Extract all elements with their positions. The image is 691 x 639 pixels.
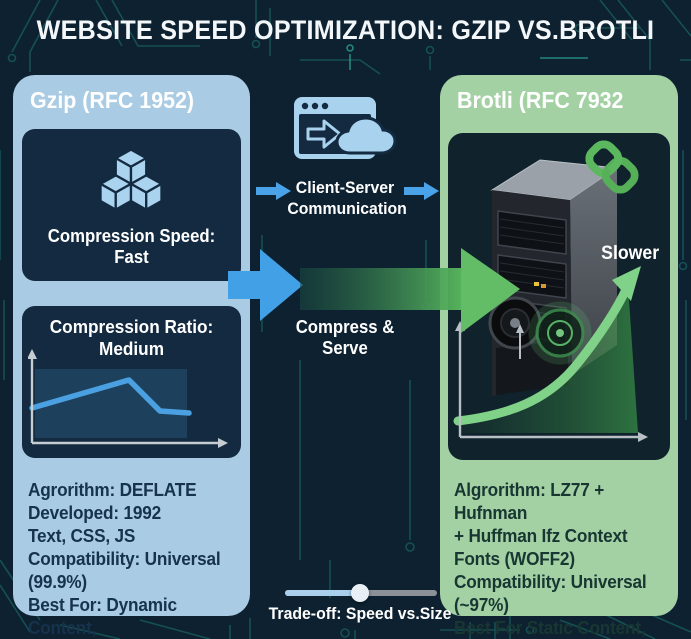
brotli-knot-icon bbox=[585, 140, 639, 194]
gzip-ratio-label: Compression Ratio: Medium bbox=[49, 316, 214, 359]
cubes-icon bbox=[99, 148, 163, 211]
gzip-detail-line: Text, CSS, JS bbox=[28, 525, 136, 546]
brotli-server-card: Slower bbox=[448, 133, 670, 460]
gzip-detail-line: Compatibility: Universal (99.9%) bbox=[28, 548, 221, 592]
gzip-detail-line: Best For: Dynamic Content, bbox=[28, 594, 177, 638]
gzip-details: Agrorithm: DEFLATE Developed: 1992 Text,… bbox=[28, 478, 234, 639]
slower-label: Slower bbox=[600, 243, 659, 264]
brotli-detail-line: Compatibility: Universal (~97%) bbox=[454, 571, 647, 615]
brotli-detail-line: Algrorithm: LZ77 + Hufnman bbox=[454, 479, 605, 523]
gzip-ratio-card: Compression Ratio: Medium bbox=[22, 306, 241, 458]
gzip-panel: Gzip (RFC 1952) Compression Speed: Fast bbox=[13, 75, 250, 638]
brotli-detail-line: + Huffman Ifz Context bbox=[454, 525, 628, 546]
gzip-speed-label: Compression Speed: Fast bbox=[47, 226, 216, 267]
growth-area bbox=[458, 285, 638, 433]
tradeoff-slider[interactable] bbox=[285, 584, 437, 602]
browser-cloud-icon bbox=[294, 97, 397, 159]
tradeoff-slider-knob[interactable] bbox=[350, 584, 369, 602]
gzip-panel-header: Gzip (RFC 1952) bbox=[30, 87, 195, 113]
tradeoff-label: Trade-off: Speed vs.Size bbox=[268, 604, 452, 623]
brotli-detail-line: Fonts (WOFF2) bbox=[454, 548, 575, 569]
client-server-line2: Communication bbox=[287, 199, 407, 218]
gzip-speed-card: Compression Speed: Fast bbox=[22, 129, 241, 281]
gzip-detail-line: Developed: 1992 bbox=[28, 502, 162, 523]
client-server-line1: Client-Server bbox=[295, 178, 395, 197]
server-illustration bbox=[453, 159, 648, 442]
client-server-label: Client-Server Communication bbox=[287, 177, 407, 219]
brotli-panel: Brotli (RFC 7932 bbox=[440, 75, 678, 638]
gzip-ratio-chart bbox=[28, 349, 228, 448]
growth-curve-arrow bbox=[453, 280, 633, 426]
brotli-details: Algrorithm: LZ77 + Hufnman + Huffman Ifz… bbox=[454, 478, 662, 639]
compress-serve-label: Compress & Serve bbox=[295, 317, 395, 358]
page-title: WEBSITE SPEED OPTIMIZATION: GZIP VS.BROT… bbox=[36, 15, 655, 45]
gzip-detail-line: Agrorithm: DEFLATE bbox=[28, 479, 197, 500]
brotli-detail-line: Best For Static Content, bbox=[454, 617, 646, 638]
tradeoff-slider-fill bbox=[285, 590, 355, 596]
brotli-panel-header: Brotli (RFC 7932 bbox=[457, 87, 624, 113]
